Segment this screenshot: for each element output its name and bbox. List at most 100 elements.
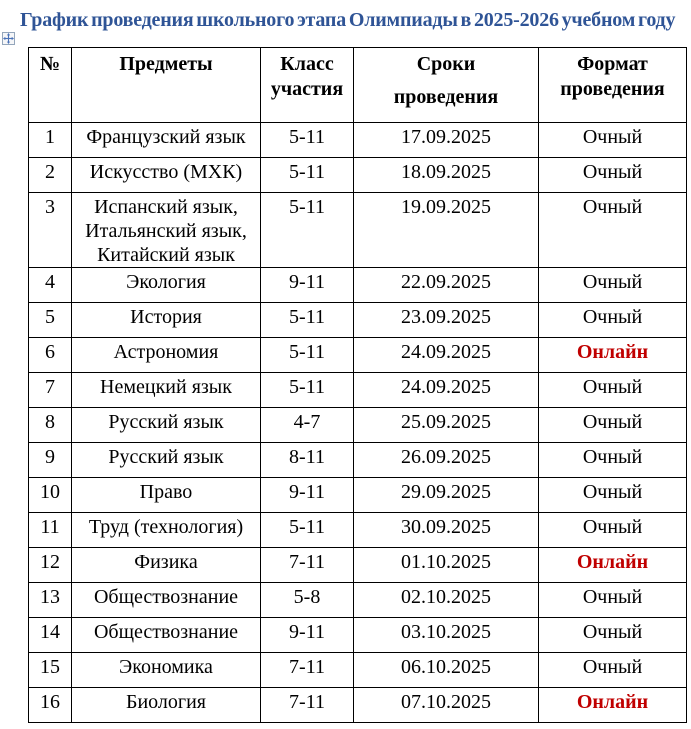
table-row: 11 Труд (технология) 5-11 30.09.2025 Очный — [28, 512, 687, 548]
cell-subject: Астрономия — [71, 337, 261, 373]
cell-date: 07.10.2025 — [353, 687, 539, 723]
table-row: 12 Физика 7-11 01.10.2025 Онлайн — [28, 547, 687, 583]
column-header-dates: Сроки проведения — [353, 47, 539, 123]
cell-grades: 5-11 — [260, 337, 354, 373]
cell-subject: История — [71, 302, 261, 338]
cell-num: 16 — [28, 687, 72, 723]
olympiad-schedule-table: № Предметы Класс участия Сроки проведения Форм… — [28, 47, 687, 723]
cell-date: 02.10.2025 — [353, 582, 539, 618]
cell-grades: 9-11 — [260, 617, 354, 653]
cell-date: 24.09.2025 — [353, 337, 539, 373]
cell-date: 19.09.2025 — [353, 192, 539, 268]
cell-grades: 7-11 — [260, 547, 354, 583]
cell-format: Очный — [538, 582, 687, 618]
cell-num: 14 — [28, 617, 72, 653]
cell-grades: 7-11 — [260, 652, 354, 688]
cell-date: 25.09.2025 — [353, 407, 539, 443]
cell-subject: Обществознание — [71, 582, 261, 618]
cell-date: 23.09.2025 — [353, 302, 539, 338]
table-row: 13 Обществознание 5-8 02.10.2025 Очный — [28, 582, 687, 618]
column-header-grades: Класс участия — [260, 47, 354, 123]
table-row: 7 Немецкий язык 5-11 24.09.2025 Очный — [28, 372, 687, 408]
cell-grades: 4-7 — [260, 407, 354, 443]
cell-subject: Русский язык — [71, 442, 261, 478]
cell-grades: 5-8 — [260, 582, 354, 618]
cell-format: Очный — [538, 267, 687, 303]
table-row: 1 Французский язык 5-11 17.09.2025 Очный — [28, 122, 687, 158]
cell-num: 4 — [28, 267, 72, 303]
column-header-number: № — [28, 47, 72, 123]
table-move-handle[interactable] — [2, 32, 15, 45]
cell-format: Очный — [538, 477, 687, 513]
cell-grades: 5-11 — [260, 192, 354, 268]
cell-format: Очный — [538, 652, 687, 688]
column-header-line: участия — [270, 78, 344, 100]
column-header-line: проведения — [560, 78, 665, 100]
cell-subject: Экология — [71, 267, 261, 303]
cell-grades: 5-11 — [260, 372, 354, 408]
cell-date: 06.10.2025 — [353, 652, 539, 688]
cell-subject: Французский язык — [71, 122, 261, 158]
cell-num: 12 — [28, 547, 72, 583]
cell-grades: 8-11 — [260, 442, 354, 478]
cell-subject: Обществознание — [71, 617, 261, 653]
move-icon — [3, 33, 14, 44]
cell-format: Онлайн — [538, 337, 687, 373]
column-header-subjects: Предметы — [71, 47, 261, 123]
cell-subject: Право — [71, 477, 261, 513]
table-row: 16 Биология 7-11 07.10.2025 Онлайн — [28, 687, 687, 723]
cell-subject: Немецкий язык — [71, 372, 261, 408]
cell-subject: Биология — [71, 687, 261, 723]
cell-subject: Физика — [71, 547, 261, 583]
column-header-format: Формат проведения — [538, 47, 687, 123]
column-header-line: Класс — [280, 53, 334, 75]
cell-format: Очный — [538, 372, 687, 408]
cell-format: Очный — [538, 512, 687, 548]
table-row: 8 Русский язык 4-7 25.09.2025 Очный — [28, 407, 687, 443]
cell-format: Очный — [538, 192, 687, 268]
cell-num: 2 — [28, 157, 72, 193]
table-body: 1 Французский язык 5-11 17.09.2025 Очный 2 Иск… — [28, 122, 687, 723]
table-row: 10 Право 9-11 29.09.2025 Очный — [28, 477, 687, 513]
cell-num: 8 — [28, 407, 72, 443]
cell-num: 5 — [28, 302, 72, 338]
cell-subject: Труд (технология) — [71, 512, 261, 548]
column-header-line: проведения — [393, 86, 499, 108]
cell-num: 1 — [28, 122, 72, 158]
column-header-line: Сроки — [416, 53, 476, 75]
cell-format: Очный — [538, 442, 687, 478]
cell-grades: 5-11 — [260, 157, 354, 193]
table-header: № Предметы Класс участия Сроки проведения Форм… — [28, 47, 687, 123]
cell-num: 13 — [28, 582, 72, 618]
cell-grades: 9-11 — [260, 477, 354, 513]
cell-grades: 5-11 — [260, 512, 354, 548]
table-row: 5 История 5-11 23.09.2025 Очный — [28, 302, 687, 338]
cell-subject: Экономика — [71, 652, 261, 688]
cell-grades: 5-11 — [260, 122, 354, 158]
cell-num: 3 — [28, 192, 72, 268]
cell-date: 22.09.2025 — [353, 267, 539, 303]
cell-num: 6 — [28, 337, 72, 373]
page-title: График проведения школьного этапа Олимпи… — [20, 9, 676, 31]
cell-grades: 9-11 — [260, 267, 354, 303]
cell-num: 9 — [28, 442, 72, 478]
cell-format: Очный — [538, 122, 687, 158]
cell-format: Онлайн — [538, 687, 687, 723]
cell-date: 01.10.2025 — [353, 547, 539, 583]
table-row: 6 Астрономия 5-11 24.09.2025 Онлайн — [28, 337, 687, 373]
cell-date: 24.09.2025 — [353, 372, 539, 408]
table-row: 15 Экономика 7-11 06.10.2025 Очный — [28, 652, 687, 688]
cell-format: Очный — [538, 157, 687, 193]
cell-date: 30.09.2025 — [353, 512, 539, 548]
table-row: 2 Искусство (МХК) 5-11 18.09.2025 Очный — [28, 157, 687, 193]
cell-date: 18.09.2025 — [353, 157, 539, 193]
table-row: 14 Обществознание 9-11 03.10.2025 Очный — [28, 617, 687, 653]
cell-format: Онлайн — [538, 547, 687, 583]
cell-subject: Искусство (МХК) — [71, 157, 261, 193]
cell-num: 15 — [28, 652, 72, 688]
cell-date: 17.09.2025 — [353, 122, 539, 158]
table-row: 9 Русский язык 8-11 26.09.2025 Очный — [28, 442, 687, 478]
header-row: № Предметы Класс участия Сроки проведения Форм… — [28, 47, 687, 123]
cell-grades: 5-11 — [260, 302, 354, 338]
